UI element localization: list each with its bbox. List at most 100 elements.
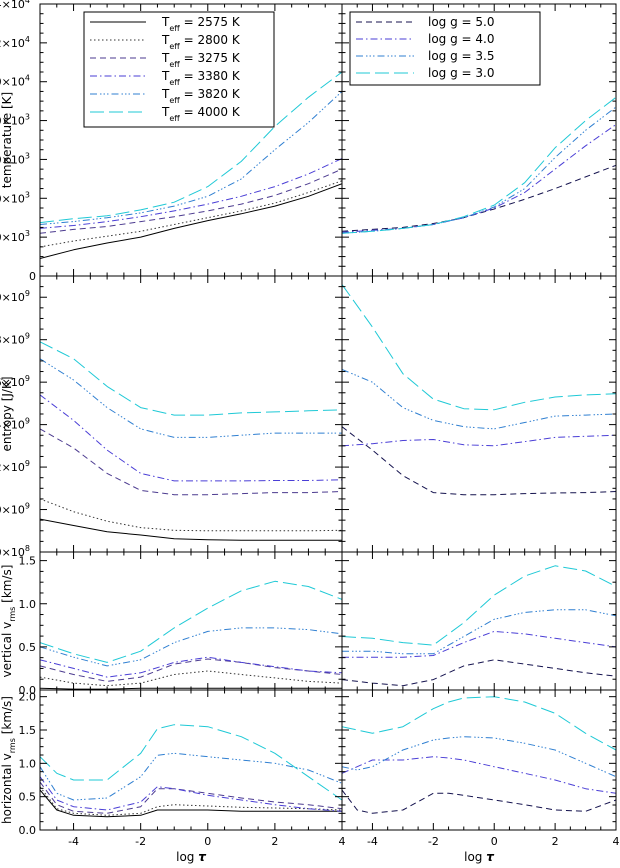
- entropy-series-3380: [40, 394, 342, 482]
- legend-logg-label-3.5: log g = 3.5: [428, 49, 495, 63]
- horizontal-series-3380: [40, 776, 342, 812]
- vertical-panel-right: [342, 565, 616, 687]
- legend-logg-label-5.0: log g = 5.0: [428, 15, 495, 29]
- temperature-series-3380: [40, 158, 342, 229]
- entropy-series-2575: [40, 518, 342, 541]
- horizontal-series-2575: [40, 789, 342, 818]
- entropy-series-2800: [40, 498, 342, 532]
- entropy-series-3820: [40, 358, 342, 438]
- horizontal-ytick-label: 1.0: [19, 757, 37, 770]
- temperature-ytick-label: 1.4×104: [0, 0, 30, 11]
- temperature-series-2800: [40, 180, 342, 248]
- vertical-ytick-label: 0.0: [19, 684, 37, 697]
- legend-teff-label-4000: Teff = 4000 K: [161, 105, 241, 123]
- legend-teff-label-3820: Teff = 3820 K: [161, 87, 241, 105]
- horizontal-ytick-label: 0.0: [19, 824, 37, 837]
- vertical-series-4.0: [342, 630, 616, 658]
- entropy-ylabel: entropy [J/K]: [0, 376, 14, 451]
- legend-teff-box: [83, 11, 275, 128]
- entropy-ytick-label: 1.0×109: [0, 502, 30, 517]
- vertical-ytick-label: 0.5: [19, 641, 37, 654]
- xtick-label: 4: [613, 835, 620, 848]
- temperature-ytick-label: 4.0×103: [0, 190, 30, 205]
- vertical-series-3380: [40, 656, 342, 678]
- horizontal-series-3275: [40, 781, 342, 814]
- xtick-label: 0: [491, 835, 498, 848]
- entropy-ytick-label: 2.0×109: [0, 289, 30, 304]
- legend-logg: log g = 5.0 log g = 4.0 log g = 3.5 log g =…: [349, 11, 541, 86]
- xtick-label: -2: [428, 835, 439, 848]
- vertical-series-3820: [40, 627, 342, 667]
- temperature-ytick-label: 2.0×103: [0, 229, 30, 244]
- legend-teff-label-2800: Teff = 2800 K: [161, 33, 241, 51]
- vertical-series-2800: [40, 670, 342, 687]
- temperature-panel-left: [40, 71, 342, 259]
- vertical-series-3.0: [342, 565, 616, 646]
- panels: [40, 71, 616, 818]
- legend-logg-label-4.0: log g = 4.0: [428, 32, 495, 46]
- legend-teff-label-3275: Teff = 3275 K: [161, 51, 241, 69]
- xtick-label: -4: [367, 835, 378, 848]
- temperature-ytick-label: 6.0×103: [0, 151, 30, 166]
- horizontal-ylabel: horizontal vrms [km/s]: [0, 696, 17, 824]
- entropy-series-5.0: [342, 426, 616, 496]
- horizontal-ytick-label: 0.5: [19, 791, 37, 804]
- entropy-panel-left: [40, 341, 342, 541]
- legend-logg-box: [349, 11, 541, 86]
- horizontal-series-3.0: [342, 696, 616, 751]
- entropy-ytick-label: 1.2×109: [0, 459, 30, 474]
- vertical-series-5.0: [342, 659, 616, 687]
- xtick-label: -2: [135, 835, 146, 848]
- entropy-ytick-label: 8.0×108: [0, 544, 30, 559]
- xtick-label: 2: [271, 835, 278, 848]
- temperature-series-3.0: [342, 96, 616, 234]
- xlabel-right: log τ: [464, 850, 494, 864]
- xtick-label: 4: [339, 835, 346, 848]
- xtick-label: 2: [552, 835, 559, 848]
- horizontal-series-5.0: [342, 789, 616, 814]
- y-axis-labels: 0 2.0×103 4.0×103 6.0×103 8.0×103 1.0×104 1.2×…: [0, 0, 36, 837]
- horizontal-series-4.0: [342, 756, 616, 794]
- entropy-series-4000: [40, 341, 342, 416]
- temperature-ytick-label: 0: [29, 270, 36, 283]
- entropy-panel-right: [342, 284, 616, 496]
- entropy-ytick-label: 1.4×109: [0, 417, 30, 432]
- temperature-ytick-label: 1.2×104: [0, 35, 30, 50]
- horizontal-panel-left: [40, 724, 342, 818]
- temperature-series-5.0: [342, 164, 616, 232]
- temperature-ylabel: temperature [K]: [0, 92, 14, 188]
- entropy-series-3.0: [342, 284, 616, 411]
- horizontal-panel-right: [342, 696, 616, 814]
- entropy-series-3.5: [342, 368, 616, 430]
- legend-logg-label-3.0: log g = 3.0: [428, 66, 495, 80]
- x-axis-labels: -4 -2 0 2 4 log τ -4 -2 0 2 4 log τ: [68, 835, 619, 864]
- temperature-series-3275: [40, 168, 342, 234]
- temperature-ytick-label: 8.0×103: [0, 113, 30, 128]
- temperature-panel-right: [342, 96, 616, 234]
- vertical-series-3.5: [342, 609, 616, 655]
- entropy-series-4.0: [342, 434, 616, 447]
- temperature-ytick-label: 1.0×104: [0, 74, 30, 89]
- vertical-ytick-label: 1.0: [19, 598, 37, 611]
- legend-teff-label-3380: Teff = 3380 K: [161, 69, 241, 87]
- horizontal-ytick-label: 1.5: [19, 724, 37, 737]
- horizontal-series-3820: [40, 752, 342, 801]
- xtick-label: -4: [68, 835, 79, 848]
- vertical-ytick-label: 1.5: [19, 555, 37, 568]
- horizontal-ytick-label: 2.0: [19, 691, 37, 704]
- horizontal-series-4000: [40, 724, 342, 801]
- xtick-label: 0: [204, 835, 211, 848]
- entropy-ytick-label: 1.6×109: [0, 374, 30, 389]
- frames: [39, 3, 617, 831]
- vertical-series-4000: [40, 580, 342, 663]
- entropy-ytick-label: 1.8×109: [0, 332, 30, 347]
- xlabel-left: log τ: [176, 850, 206, 864]
- temperature-series-2575: [40, 183, 342, 259]
- vertical-ylabel: vertical vrms [km/s]: [0, 565, 17, 678]
- temperature-series-3820: [40, 91, 342, 225]
- vertical-series-3275: [40, 658, 342, 682]
